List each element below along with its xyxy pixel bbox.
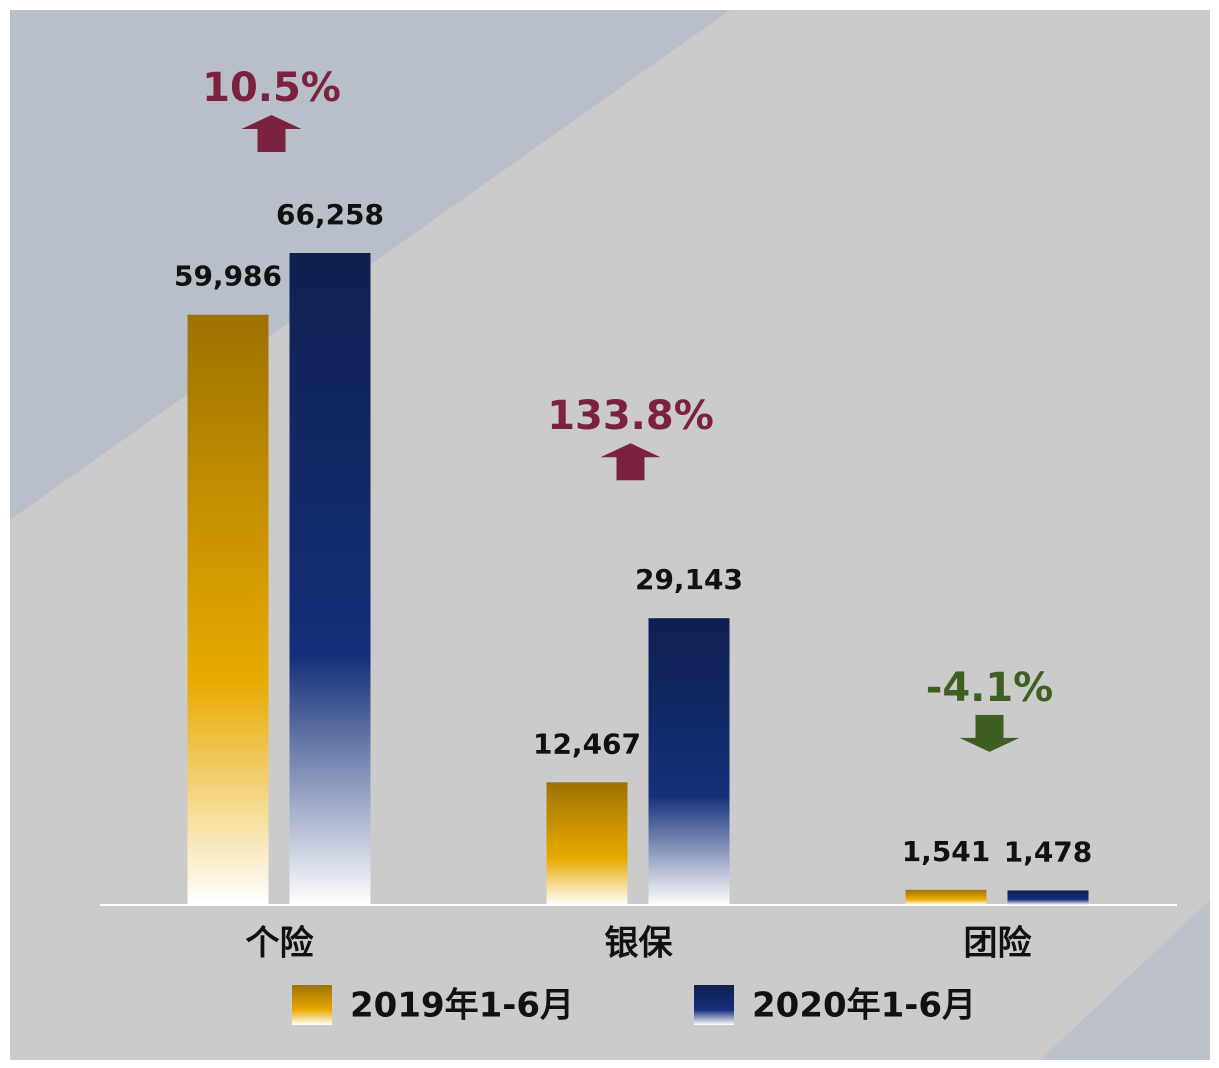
background-decoration [1040,900,1210,1060]
data-label: 66,258 [276,198,384,231]
change-arrow [241,115,302,152]
legend-swatch [694,985,734,1025]
bar [905,889,987,905]
bar [187,314,269,905]
legend-label: 2020年1-6月 [752,986,976,1026]
change-arrow [959,714,1020,752]
change-label: -4.1% [926,665,1054,711]
change-label: 10.5% [202,65,341,111]
legend-label: 2019年1-6月 [350,986,574,1026]
change-label: 133.8% [547,393,714,439]
data-label: 1,478 [1004,835,1093,868]
data-label: 29,143 [635,563,743,596]
bar [546,782,628,905]
data-label: 59,986 [174,260,282,293]
x-tick-label: 银保 [605,924,674,964]
x-tick-label: 个险 [246,924,315,964]
x-tick-label: 团险 [964,924,1033,964]
bar [289,253,371,905]
bar [1007,890,1089,905]
change-arrow [600,443,661,481]
data-label: 12,467 [533,727,641,760]
legend-swatch [292,985,332,1025]
data-label: 1,541 [902,835,991,868]
bar [648,618,730,905]
